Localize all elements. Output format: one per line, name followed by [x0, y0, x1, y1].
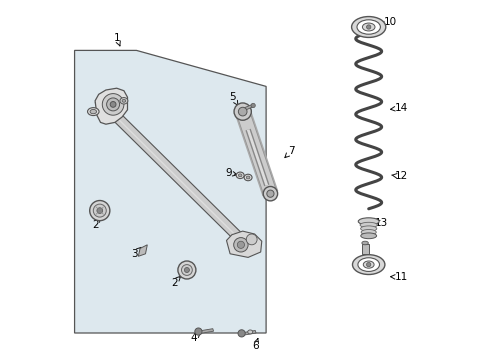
Text: 4: 4	[190, 333, 200, 343]
Text: 13: 13	[374, 218, 387, 228]
Ellipse shape	[238, 174, 242, 177]
Ellipse shape	[361, 241, 367, 245]
Polygon shape	[138, 245, 147, 256]
Ellipse shape	[357, 258, 379, 271]
Text: 9: 9	[224, 168, 237, 178]
Circle shape	[194, 328, 202, 335]
Circle shape	[234, 103, 251, 120]
Circle shape	[246, 234, 257, 245]
Text: 14: 14	[390, 103, 407, 113]
Circle shape	[233, 238, 247, 252]
Text: 3: 3	[131, 247, 141, 259]
Bar	[361, 244, 368, 254]
Text: 1: 1	[113, 33, 120, 46]
Polygon shape	[226, 231, 261, 257]
Polygon shape	[75, 50, 265, 333]
Circle shape	[93, 204, 106, 217]
Circle shape	[102, 94, 123, 115]
Text: 2: 2	[92, 217, 100, 230]
Circle shape	[263, 186, 277, 201]
Circle shape	[178, 261, 196, 279]
Ellipse shape	[122, 99, 125, 102]
Polygon shape	[241, 330, 256, 336]
Ellipse shape	[90, 109, 96, 114]
Text: 2: 2	[171, 276, 180, 288]
Circle shape	[97, 208, 102, 213]
Ellipse shape	[246, 176, 249, 179]
Text: 12: 12	[391, 171, 407, 181]
Text: 8: 8	[261, 177, 267, 187]
Circle shape	[366, 262, 370, 267]
Circle shape	[106, 98, 120, 111]
Polygon shape	[95, 101, 246, 243]
Ellipse shape	[362, 23, 374, 31]
Ellipse shape	[359, 222, 377, 228]
Circle shape	[110, 102, 116, 107]
Ellipse shape	[356, 20, 380, 34]
Polygon shape	[244, 104, 253, 111]
Ellipse shape	[351, 17, 385, 37]
Ellipse shape	[87, 108, 99, 116]
Circle shape	[238, 107, 246, 116]
Ellipse shape	[244, 174, 251, 181]
Circle shape	[181, 265, 192, 275]
Circle shape	[237, 241, 244, 248]
Text: 10: 10	[380, 17, 396, 27]
Circle shape	[366, 25, 370, 29]
Ellipse shape	[361, 230, 375, 235]
Text: 5: 5	[229, 92, 237, 105]
Circle shape	[89, 201, 110, 221]
Ellipse shape	[247, 330, 252, 334]
Ellipse shape	[360, 233, 376, 239]
Ellipse shape	[358, 218, 378, 225]
Ellipse shape	[120, 98, 127, 104]
Polygon shape	[197, 329, 213, 334]
Text: 7: 7	[285, 146, 294, 158]
Circle shape	[184, 267, 189, 273]
Ellipse shape	[363, 261, 373, 268]
Text: 6: 6	[251, 338, 258, 351]
Ellipse shape	[352, 255, 384, 274]
Polygon shape	[95, 88, 127, 124]
Circle shape	[250, 103, 255, 108]
Circle shape	[266, 190, 273, 197]
Text: 11: 11	[390, 272, 407, 282]
Ellipse shape	[236, 172, 244, 179]
Ellipse shape	[360, 226, 376, 231]
Circle shape	[238, 330, 244, 337]
